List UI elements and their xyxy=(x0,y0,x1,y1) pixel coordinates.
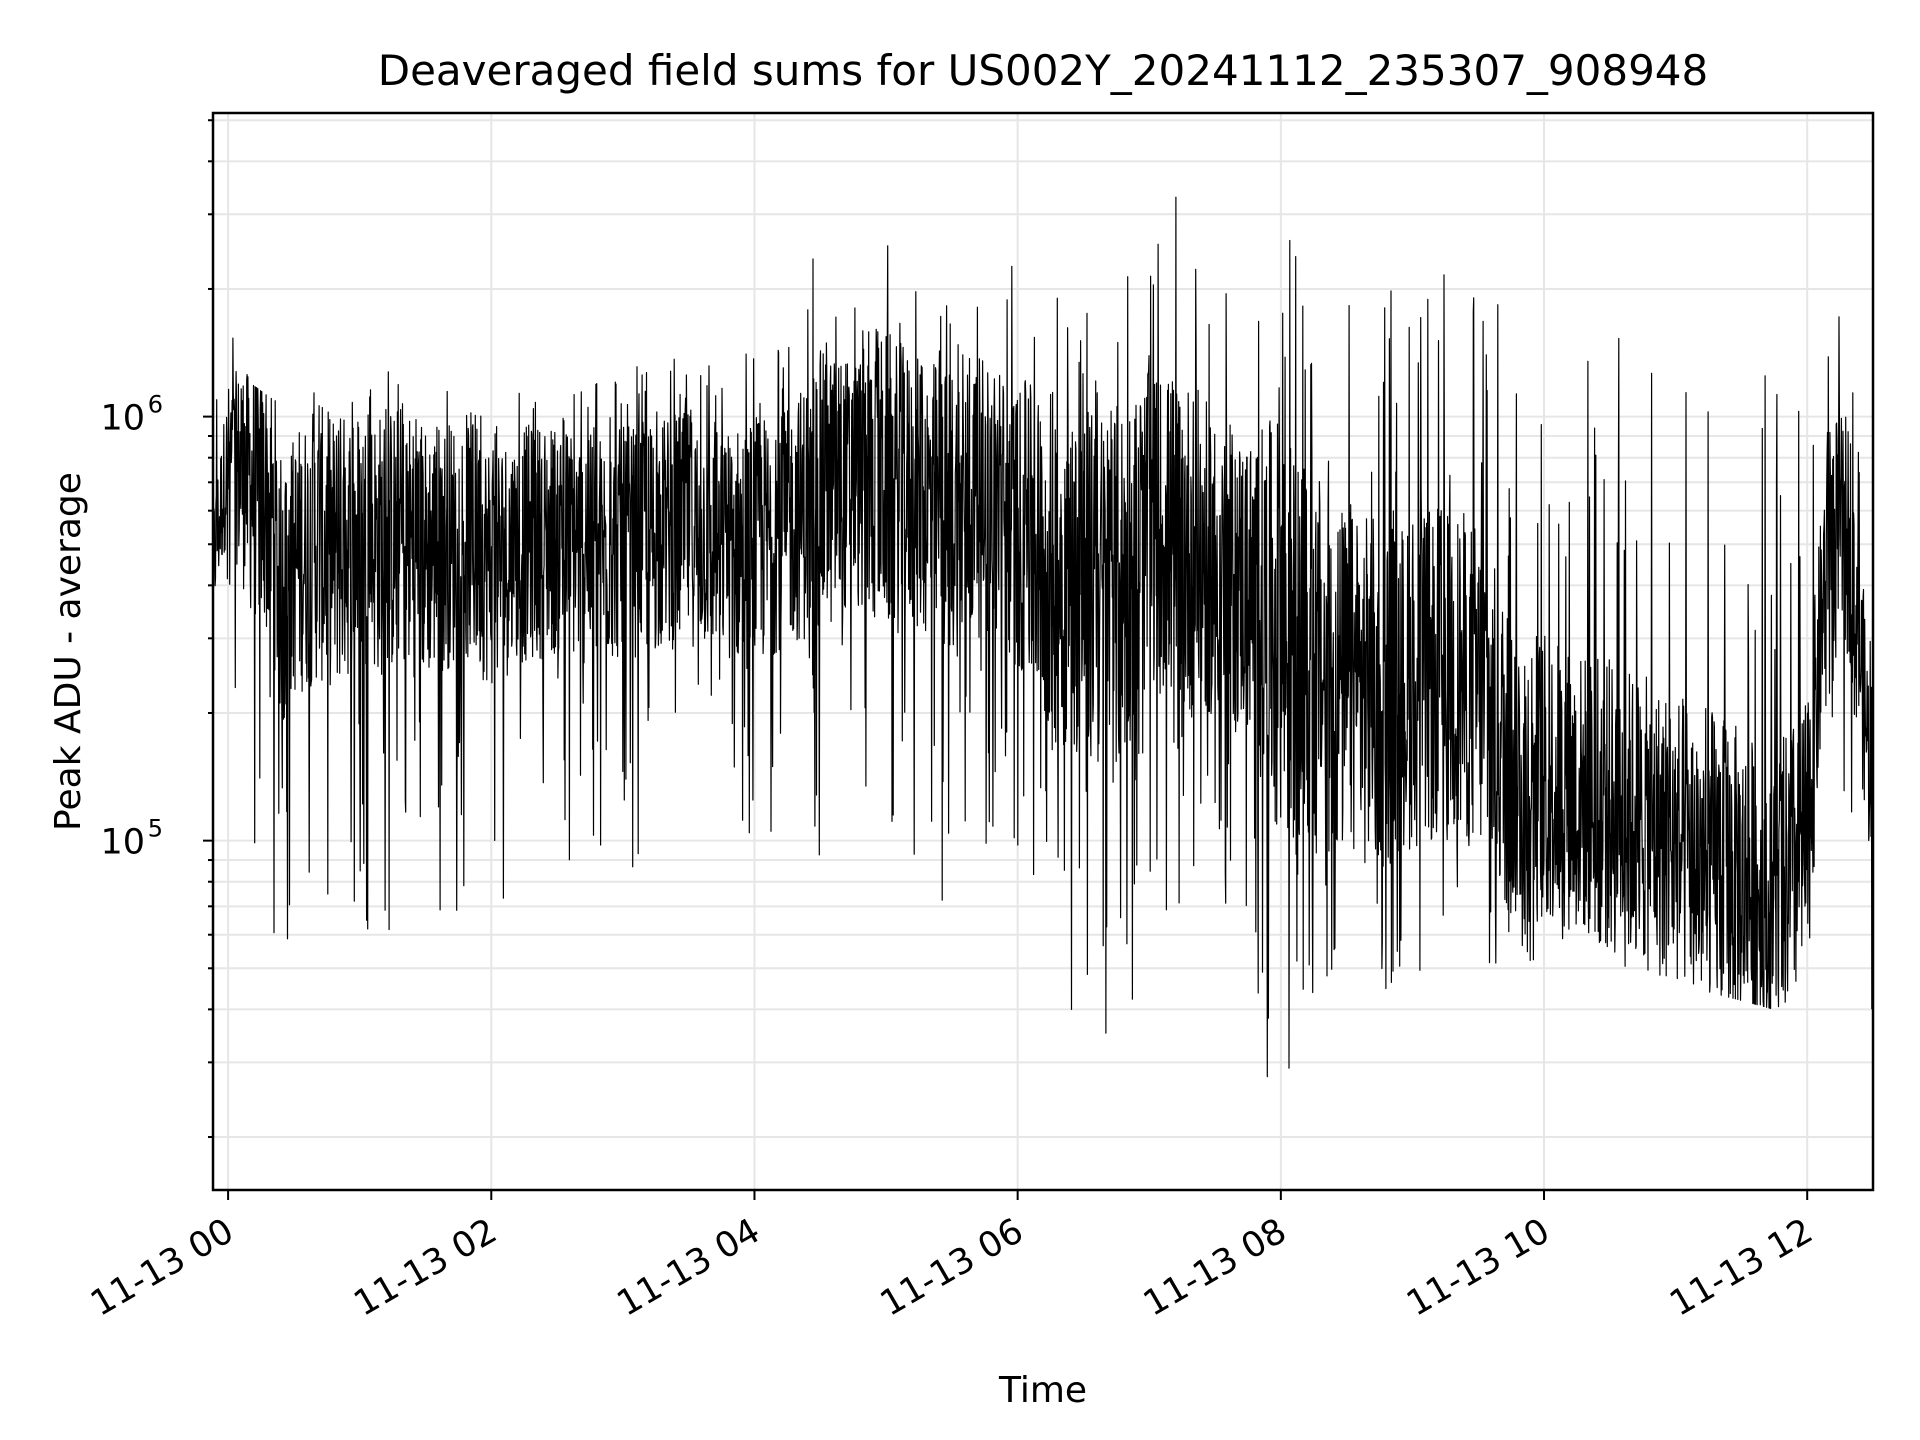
y-tick-label: 10 xyxy=(100,823,145,863)
axes-frame xyxy=(211,111,1875,1192)
y-axis-label: Peak ADU - average xyxy=(48,472,89,831)
y-tick-exponent: 5 xyxy=(148,815,163,843)
y-tick-exponent: 6 xyxy=(148,391,163,419)
plot-area xyxy=(212,196,1874,1078)
x-axis-label: Time xyxy=(998,1370,1087,1411)
chart-title: Deaveraged field sums for US002Y_2024111… xyxy=(378,46,1709,95)
series-line xyxy=(212,196,1874,1078)
y-tick-label: 10 xyxy=(100,399,145,439)
